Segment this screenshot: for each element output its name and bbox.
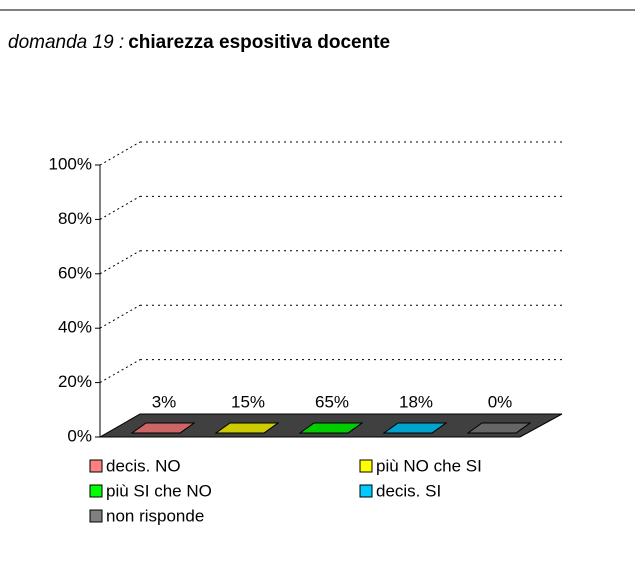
y-tick-label: 60% <box>58 263 92 282</box>
value-label: 18% <box>399 392 433 411</box>
legend-label: non risponde <box>106 506 204 525</box>
grid-diagonal <box>99 250 141 275</box>
chart-title: domanda 19 : chiarezza espositiva docente <box>8 32 390 53</box>
legend-swatch <box>89 459 103 473</box>
value-label: 0% <box>488 392 513 411</box>
legend-swatch <box>89 509 103 523</box>
grid-diagonal <box>99 141 141 166</box>
y-tick-label: 0% <box>67 426 92 445</box>
title-text: chiarezza espositiva docente <box>128 32 390 53</box>
grid-diagonal <box>99 359 141 384</box>
y-tick-label: 20% <box>58 372 92 391</box>
value-label: 65% <box>315 392 349 411</box>
legend-label: decis. SI <box>376 481 441 500</box>
grid-diagonal <box>99 304 141 329</box>
grid-diagonal <box>99 195 141 220</box>
value-label: 3% <box>152 392 177 411</box>
value-label: 15% <box>231 392 265 411</box>
y-tick-label: 40% <box>58 318 92 337</box>
y-tick-label: 100% <box>49 154 92 173</box>
legend-swatch <box>89 484 103 498</box>
legend-label: decis. NO <box>106 456 181 475</box>
y-tick-label: 80% <box>58 209 92 228</box>
legend-swatch <box>359 459 373 473</box>
question-label: domanda 19 : <box>8 32 124 53</box>
legend-label: più NO che SI <box>376 456 482 475</box>
legend-label: più SI che NO <box>106 481 212 500</box>
legend-swatch <box>359 484 373 498</box>
